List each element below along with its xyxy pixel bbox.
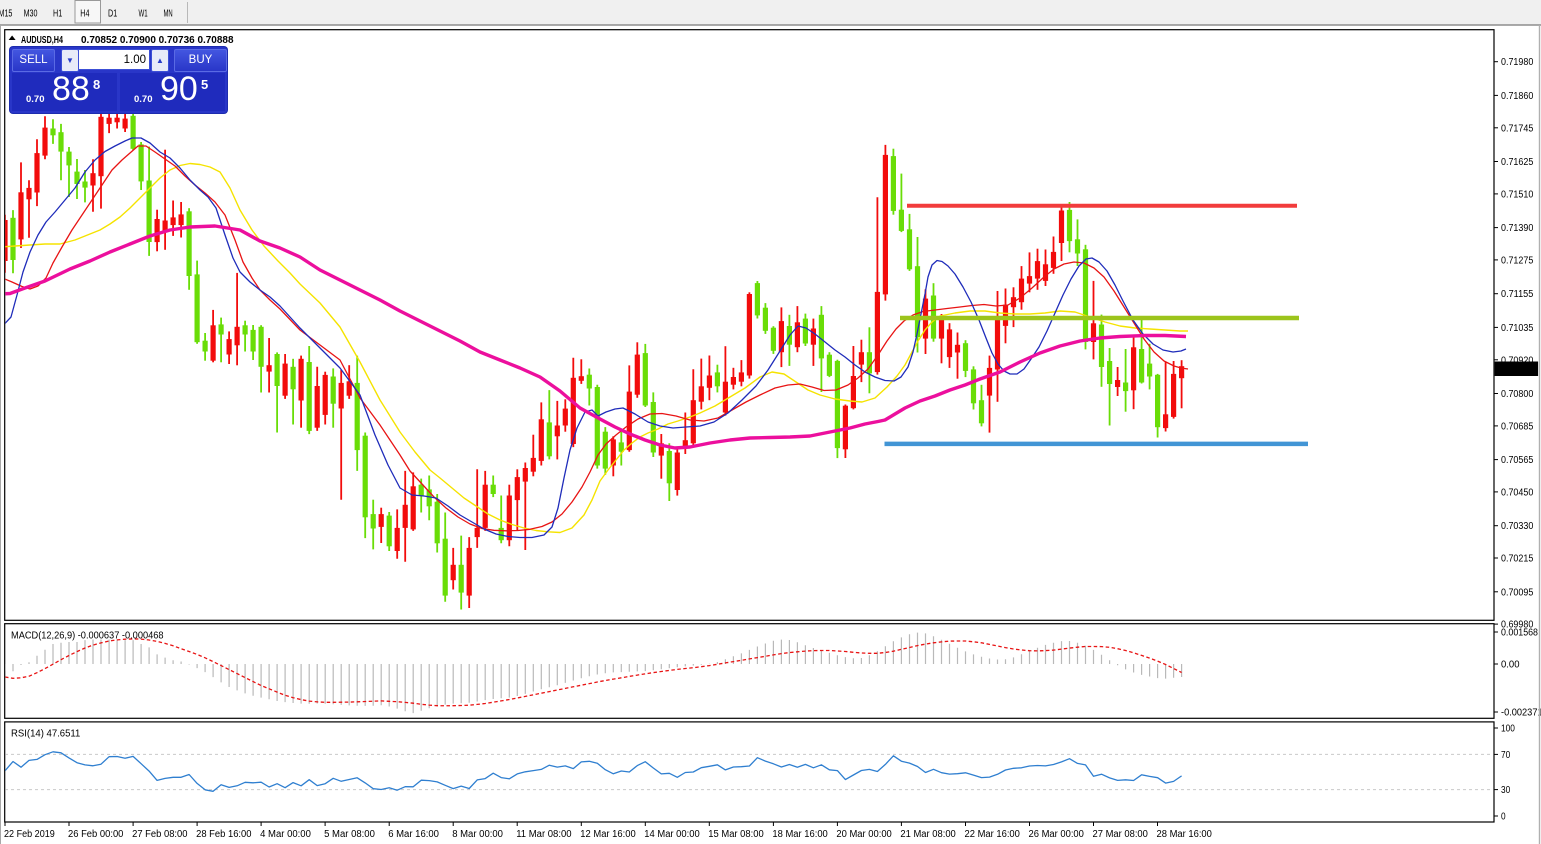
- svg-text:0.70330: 0.70330: [1501, 521, 1534, 532]
- svg-text:0.70685: 0.70685: [1501, 421, 1534, 432]
- svg-text:0.71860: 0.71860: [1501, 91, 1534, 102]
- svg-text:12 Mar 16:00: 12 Mar 16:00: [580, 829, 636, 840]
- svg-text:5 Mar 08:00: 5 Mar 08:00: [324, 829, 375, 840]
- svg-text:0.00: 0.00: [1501, 660, 1520, 671]
- svg-text:D1: D1: [108, 9, 118, 20]
- svg-text:22 Mar 16:00: 22 Mar 16:00: [965, 829, 1021, 840]
- svg-text:14 Mar 00:00: 14 Mar 00:00: [644, 829, 700, 840]
- svg-text:0.70800: 0.70800: [1501, 389, 1534, 400]
- svg-text:0.71510: 0.71510: [1501, 189, 1534, 200]
- svg-text:0.70450: 0.70450: [1501, 487, 1534, 498]
- svg-text:W1: W1: [139, 9, 148, 20]
- svg-text:22 Feb 2019: 22 Feb 2019: [4, 829, 55, 840]
- svg-text:MACD(12,26,9) -0.000637 -0.000: MACD(12,26,9) -0.000637 -0.000468: [11, 630, 164, 642]
- svg-text:70: 70: [1501, 750, 1511, 761]
- svg-text:H4: H4: [80, 9, 90, 20]
- svg-text:0.71390: 0.71390: [1501, 223, 1534, 234]
- svg-text:28 Feb 16:00: 28 Feb 16:00: [196, 829, 252, 840]
- svg-text:8 Mar 00:00: 8 Mar 00:00: [452, 829, 503, 840]
- svg-text:30: 30: [1501, 785, 1511, 796]
- svg-text:26 Mar 00:00: 26 Mar 00:00: [1029, 829, 1085, 840]
- svg-text:6 Mar 16:00: 6 Mar 16:00: [388, 829, 439, 840]
- svg-text:M30: M30: [24, 9, 38, 20]
- svg-text:27 Feb 08:00: 27 Feb 08:00: [132, 829, 188, 840]
- svg-text:0.70920: 0.70920: [1501, 355, 1534, 366]
- svg-text:15 Mar 08:00: 15 Mar 08:00: [708, 829, 764, 840]
- svg-text:H1: H1: [53, 9, 63, 20]
- svg-text:0.70565: 0.70565: [1501, 455, 1534, 466]
- svg-text:20 Mar 00:00: 20 Mar 00:00: [836, 829, 892, 840]
- svg-text:0.70215: 0.70215: [1501, 554, 1534, 565]
- svg-text:0: 0: [1501, 812, 1506, 823]
- svg-text:4 Mar 00:00: 4 Mar 00:00: [260, 829, 311, 840]
- svg-text:M15: M15: [0, 9, 13, 20]
- svg-text:0.71035: 0.71035: [1501, 323, 1534, 334]
- svg-text:0.71745: 0.71745: [1501, 123, 1534, 134]
- svg-text:11 Mar 08:00: 11 Mar 08:00: [516, 829, 572, 840]
- svg-text:0.70852 0.70900 0.70736 0.7088: 0.70852 0.70900 0.70736 0.70888: [81, 34, 234, 46]
- svg-text:27 Mar 08:00: 27 Mar 08:00: [1093, 829, 1149, 840]
- svg-text:0.71980: 0.71980: [1501, 57, 1534, 68]
- svg-text:AUDUSD,H4: AUDUSD,H4: [21, 34, 63, 46]
- svg-text:MN: MN: [164, 9, 173, 20]
- svg-text:100: 100: [1501, 724, 1515, 735]
- svg-text:0.70095: 0.70095: [1501, 587, 1534, 598]
- svg-text:RSI(14) 47.6511: RSI(14) 47.6511: [11, 728, 80, 740]
- svg-text:0.71625: 0.71625: [1501, 157, 1534, 168]
- svg-text:0.71155: 0.71155: [1501, 289, 1534, 300]
- svg-text:0.70888: 0.70888: [1497, 365, 1530, 376]
- svg-text:0.001568: 0.001568: [1501, 628, 1538, 639]
- svg-text:18 Mar 16:00: 18 Mar 16:00: [772, 829, 828, 840]
- svg-text:-0.002371: -0.002371: [1501, 708, 1541, 719]
- svg-text:0.71275: 0.71275: [1501, 255, 1534, 266]
- svg-text:21 Mar 08:00: 21 Mar 08:00: [900, 829, 956, 840]
- svg-text:0.69980: 0.69980: [1501, 620, 1534, 631]
- svg-text:26 Feb 00:00: 26 Feb 00:00: [68, 829, 124, 840]
- svg-text:28 Mar 16:00: 28 Mar 16:00: [1157, 829, 1213, 840]
